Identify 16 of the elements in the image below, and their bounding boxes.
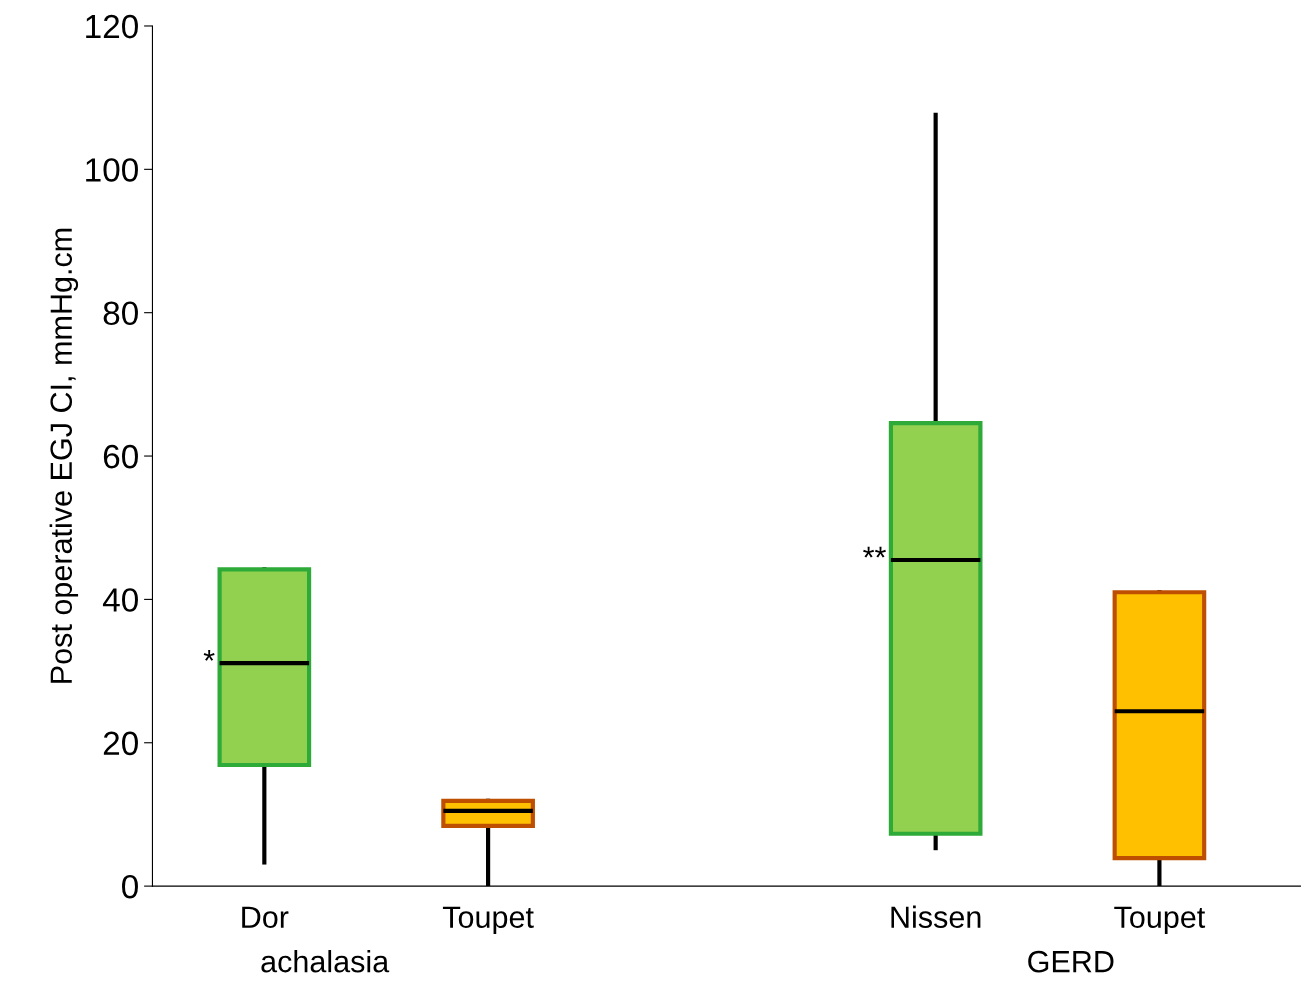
y-tick-label: 60: [103, 444, 138, 469]
x-tick-label: Dor: [242, 906, 289, 928]
y-tick-label: 0: [122, 874, 138, 899]
y-tick-label: 40: [102, 588, 138, 612]
text: GERD: [1028, 950, 1114, 973]
y-tick-label: 120: [86, 14, 138, 39]
annotation: *: [203, 650, 215, 661]
y-axis-title: Post operative EGJ CI, mmHg.cm: [49, 228, 79, 683]
x-tick-label: Nissen: [891, 905, 981, 928]
annotation: **: [863, 546, 886, 558]
y-tick-label: 20: [103, 731, 138, 756]
text: achalasia: [261, 950, 390, 973]
x-tick-label: Toupet: [1114, 906, 1206, 935]
x-tick-label: Toupet: [442, 906, 534, 935]
y-tick-label: 80: [103, 301, 138, 326]
y-tick-label: 100: [86, 158, 138, 182]
